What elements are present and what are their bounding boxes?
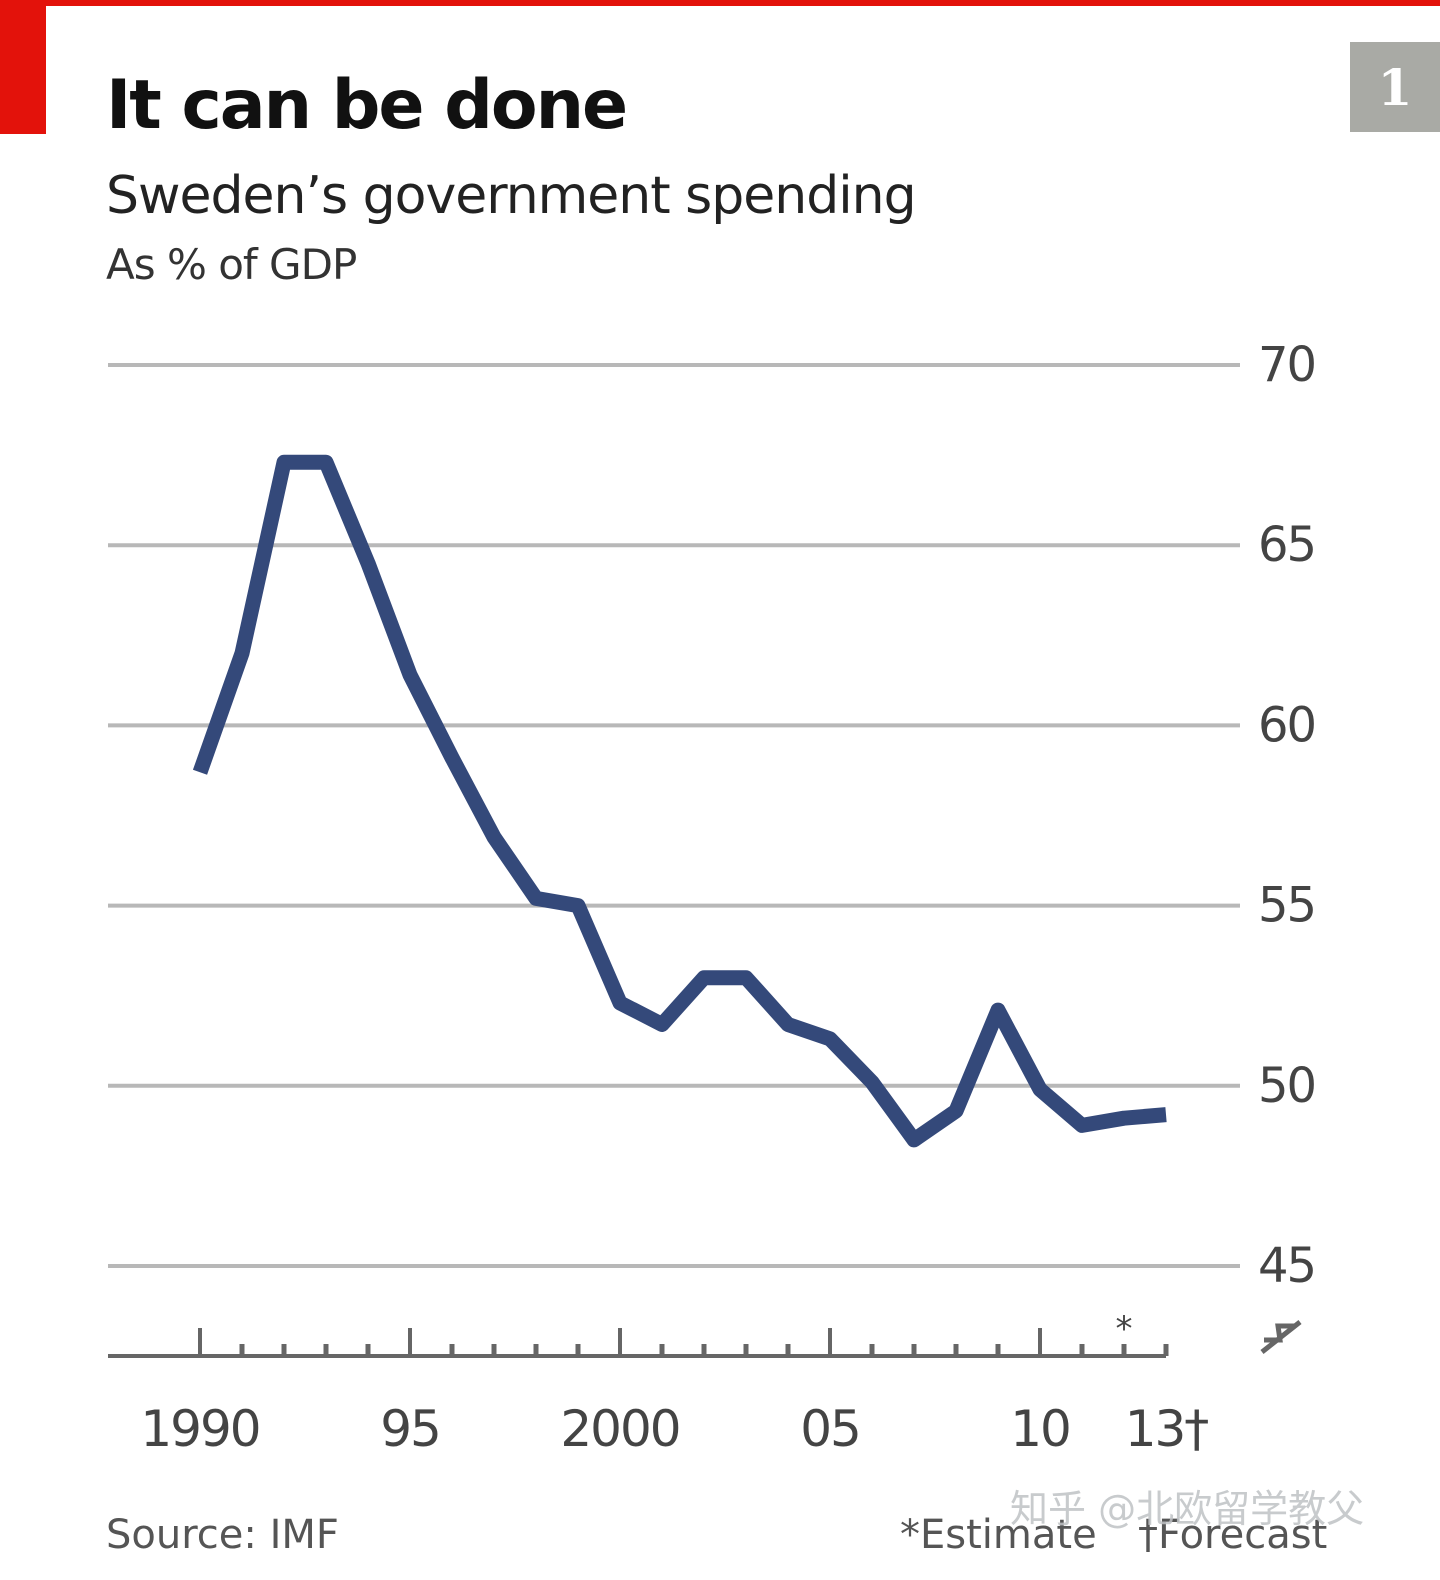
x-tick-label: 95 [380,1400,440,1458]
y-tick-label: 60 [1258,697,1315,753]
y-tick-label: 70 [1258,337,1315,393]
chart-subtitle: Sweden’s government spending [106,166,917,226]
chart-title: It can be done [106,66,628,145]
x-tick-label: 2000 [560,1400,679,1458]
y-tick-label: 50 [1258,1058,1315,1114]
brand-red-tag [0,0,46,134]
forecast-footnote: †Forecast [1138,1512,1328,1558]
unit-label: As % of GDP [106,240,357,289]
x-tick-label: 10 [1010,1400,1070,1458]
estimate-footnote: *Estimate [900,1512,1097,1558]
estimate-marker: * [1116,1309,1133,1349]
y-tick-label: 65 [1258,517,1315,573]
watermark-text: 知乎 @北欧留学教父 [1010,1487,1365,1531]
y-tick-label: 55 [1258,878,1315,934]
axis-break-icon [1260,1320,1302,1354]
x-tick-label: 1990 [140,1400,259,1458]
chart-number-badge: 1 [1350,42,1440,132]
x-tick-label: 05 [800,1400,860,1458]
y-tick-label: 45 [1258,1238,1315,1294]
top-accent-bar [0,0,1440,6]
x-tick-label: 13† [1125,1400,1209,1458]
source-note: Source: IMF [106,1512,339,1558]
series-line-government-spending [192,454,1167,1148]
line-chart: 45 50 55 60 65 70 * 1990 95 2000 05 10 13† [108,337,1317,1458]
